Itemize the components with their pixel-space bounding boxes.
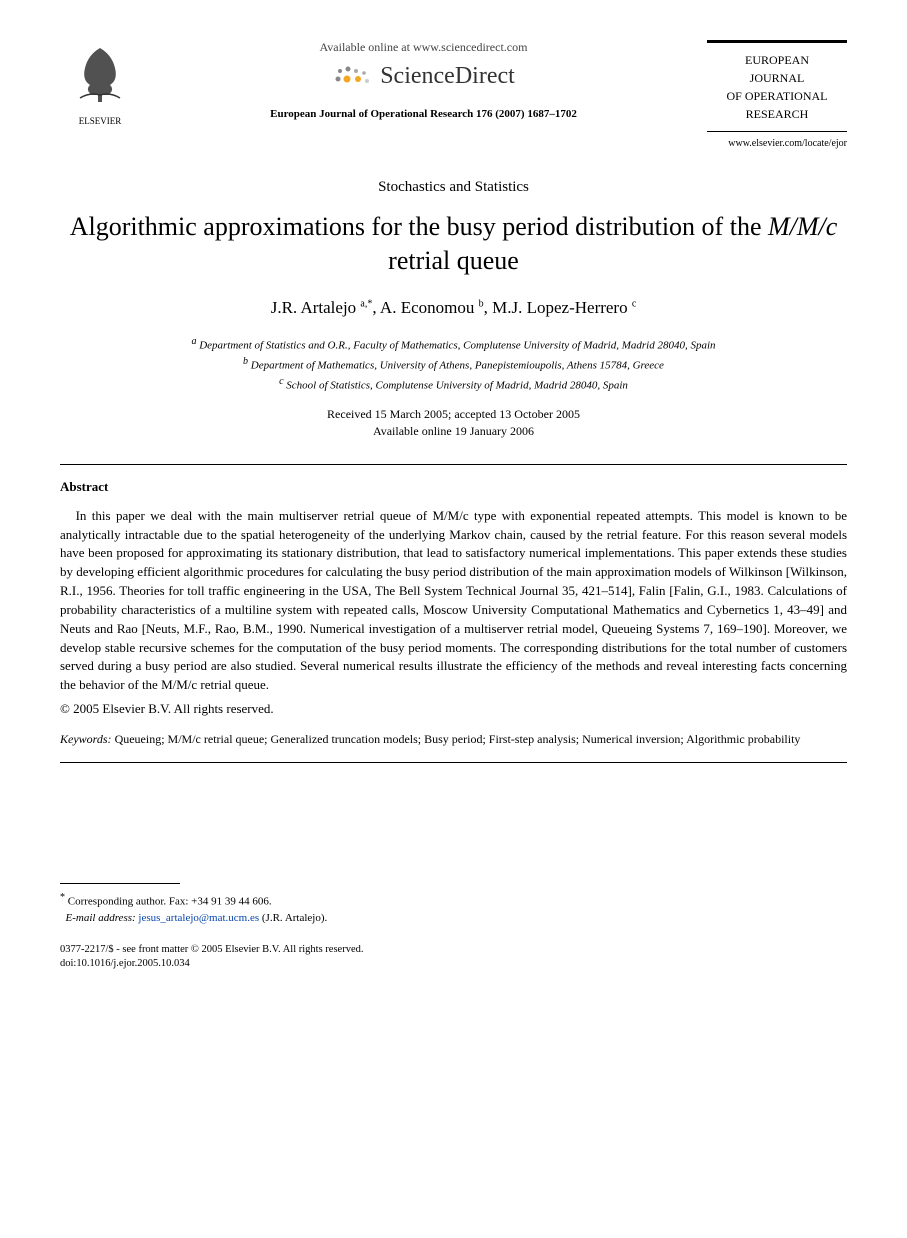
journal-line-2: JOURNAL bbox=[711, 69, 843, 87]
citation-line: European Journal of Operational Research… bbox=[160, 108, 687, 120]
journal-line-1: EUROPEAN bbox=[711, 51, 843, 69]
center-header-block: Available online at www.sciencedirect.co… bbox=[140, 40, 707, 120]
abstract-heading: Abstract bbox=[60, 479, 847, 495]
email-link[interactable]: jesus_artalejo@mat.ucm.es bbox=[138, 912, 259, 924]
sciencedirect-logo: ScienceDirect bbox=[160, 63, 687, 90]
rule-top bbox=[60, 464, 847, 465]
section-name: Stochastics and Statistics bbox=[60, 179, 847, 196]
title-post: retrial queue bbox=[388, 246, 519, 275]
front-matter-line: 0377-2217/$ - see front matter © 2005 El… bbox=[60, 943, 847, 958]
dates-online: Available online 19 January 2006 bbox=[60, 423, 847, 440]
affiliation-b: b Department of Mathematics, University … bbox=[60, 354, 847, 374]
footnote-separator bbox=[60, 883, 180, 884]
keywords-label: Keywords: bbox=[60, 732, 112, 746]
paper-title: Algorithmic approximations for the busy … bbox=[60, 210, 847, 278]
title-pre: Algorithmic approximations for the busy … bbox=[70, 212, 768, 241]
journal-line-4: RESEARCH bbox=[711, 105, 843, 123]
dates-received: Received 15 March 2005; accepted 13 Octo… bbox=[60, 406, 847, 423]
journal-url: www.elsevier.com/locate/ejor bbox=[707, 138, 847, 149]
affiliation-c: c School of Statistics, Complutense Univ… bbox=[60, 374, 847, 394]
journal-line-3: OF OPERATIONAL bbox=[711, 87, 843, 105]
elsevier-label: ELSEVIER bbox=[60, 116, 140, 126]
available-online-text: Available online at www.sciencedirect.co… bbox=[160, 40, 687, 55]
journal-title-box: EUROPEAN JOURNAL OF OPERATIONAL RESEARCH bbox=[707, 40, 847, 132]
affiliations: a Department of Statistics and O.R., Fac… bbox=[60, 334, 847, 394]
front-matter: 0377-2217/$ - see front matter © 2005 El… bbox=[60, 943, 847, 972]
copyright-line: © 2005 Elsevier B.V. All rights reserved… bbox=[60, 701, 847, 717]
email-line: E-mail address: jesus_artalejo@mat.ucm.e… bbox=[60, 910, 847, 927]
sd-dots-icon bbox=[332, 65, 372, 89]
elsevier-logo: ELSEVIER bbox=[60, 40, 140, 126]
corresponding-author: * Corresponding author. Fax: +34 91 39 4… bbox=[60, 890, 847, 910]
journal-box-wrapper: EUROPEAN JOURNAL OF OPERATIONAL RESEARCH… bbox=[707, 40, 847, 169]
rule-bottom bbox=[60, 762, 847, 763]
title-model: M/M/c bbox=[768, 212, 837, 241]
elsevier-tree-icon bbox=[70, 40, 130, 110]
header-row: ELSEVIER Available online at www.science… bbox=[60, 40, 847, 169]
doi-line: doi:10.1016/j.ejor.2005.10.034 bbox=[60, 957, 847, 972]
footnotes: * Corresponding author. Fax: +34 91 39 4… bbox=[60, 890, 847, 927]
abstract-body: In this paper we deal with the main mult… bbox=[60, 507, 847, 695]
affiliation-a: a Department of Statistics and O.R., Fac… bbox=[60, 334, 847, 354]
publication-dates: Received 15 March 2005; accepted 13 Octo… bbox=[60, 406, 847, 440]
keywords-text: Queueing; M/M/c retrial queue; Generaliz… bbox=[112, 732, 801, 746]
authors-line: J.R. Artalejo a,*, A. Economou b, M.J. L… bbox=[60, 298, 847, 318]
sciencedirect-text: ScienceDirect bbox=[380, 63, 515, 90]
keywords-block: Keywords: Queueing; M/M/c retrial queue;… bbox=[60, 731, 847, 748]
